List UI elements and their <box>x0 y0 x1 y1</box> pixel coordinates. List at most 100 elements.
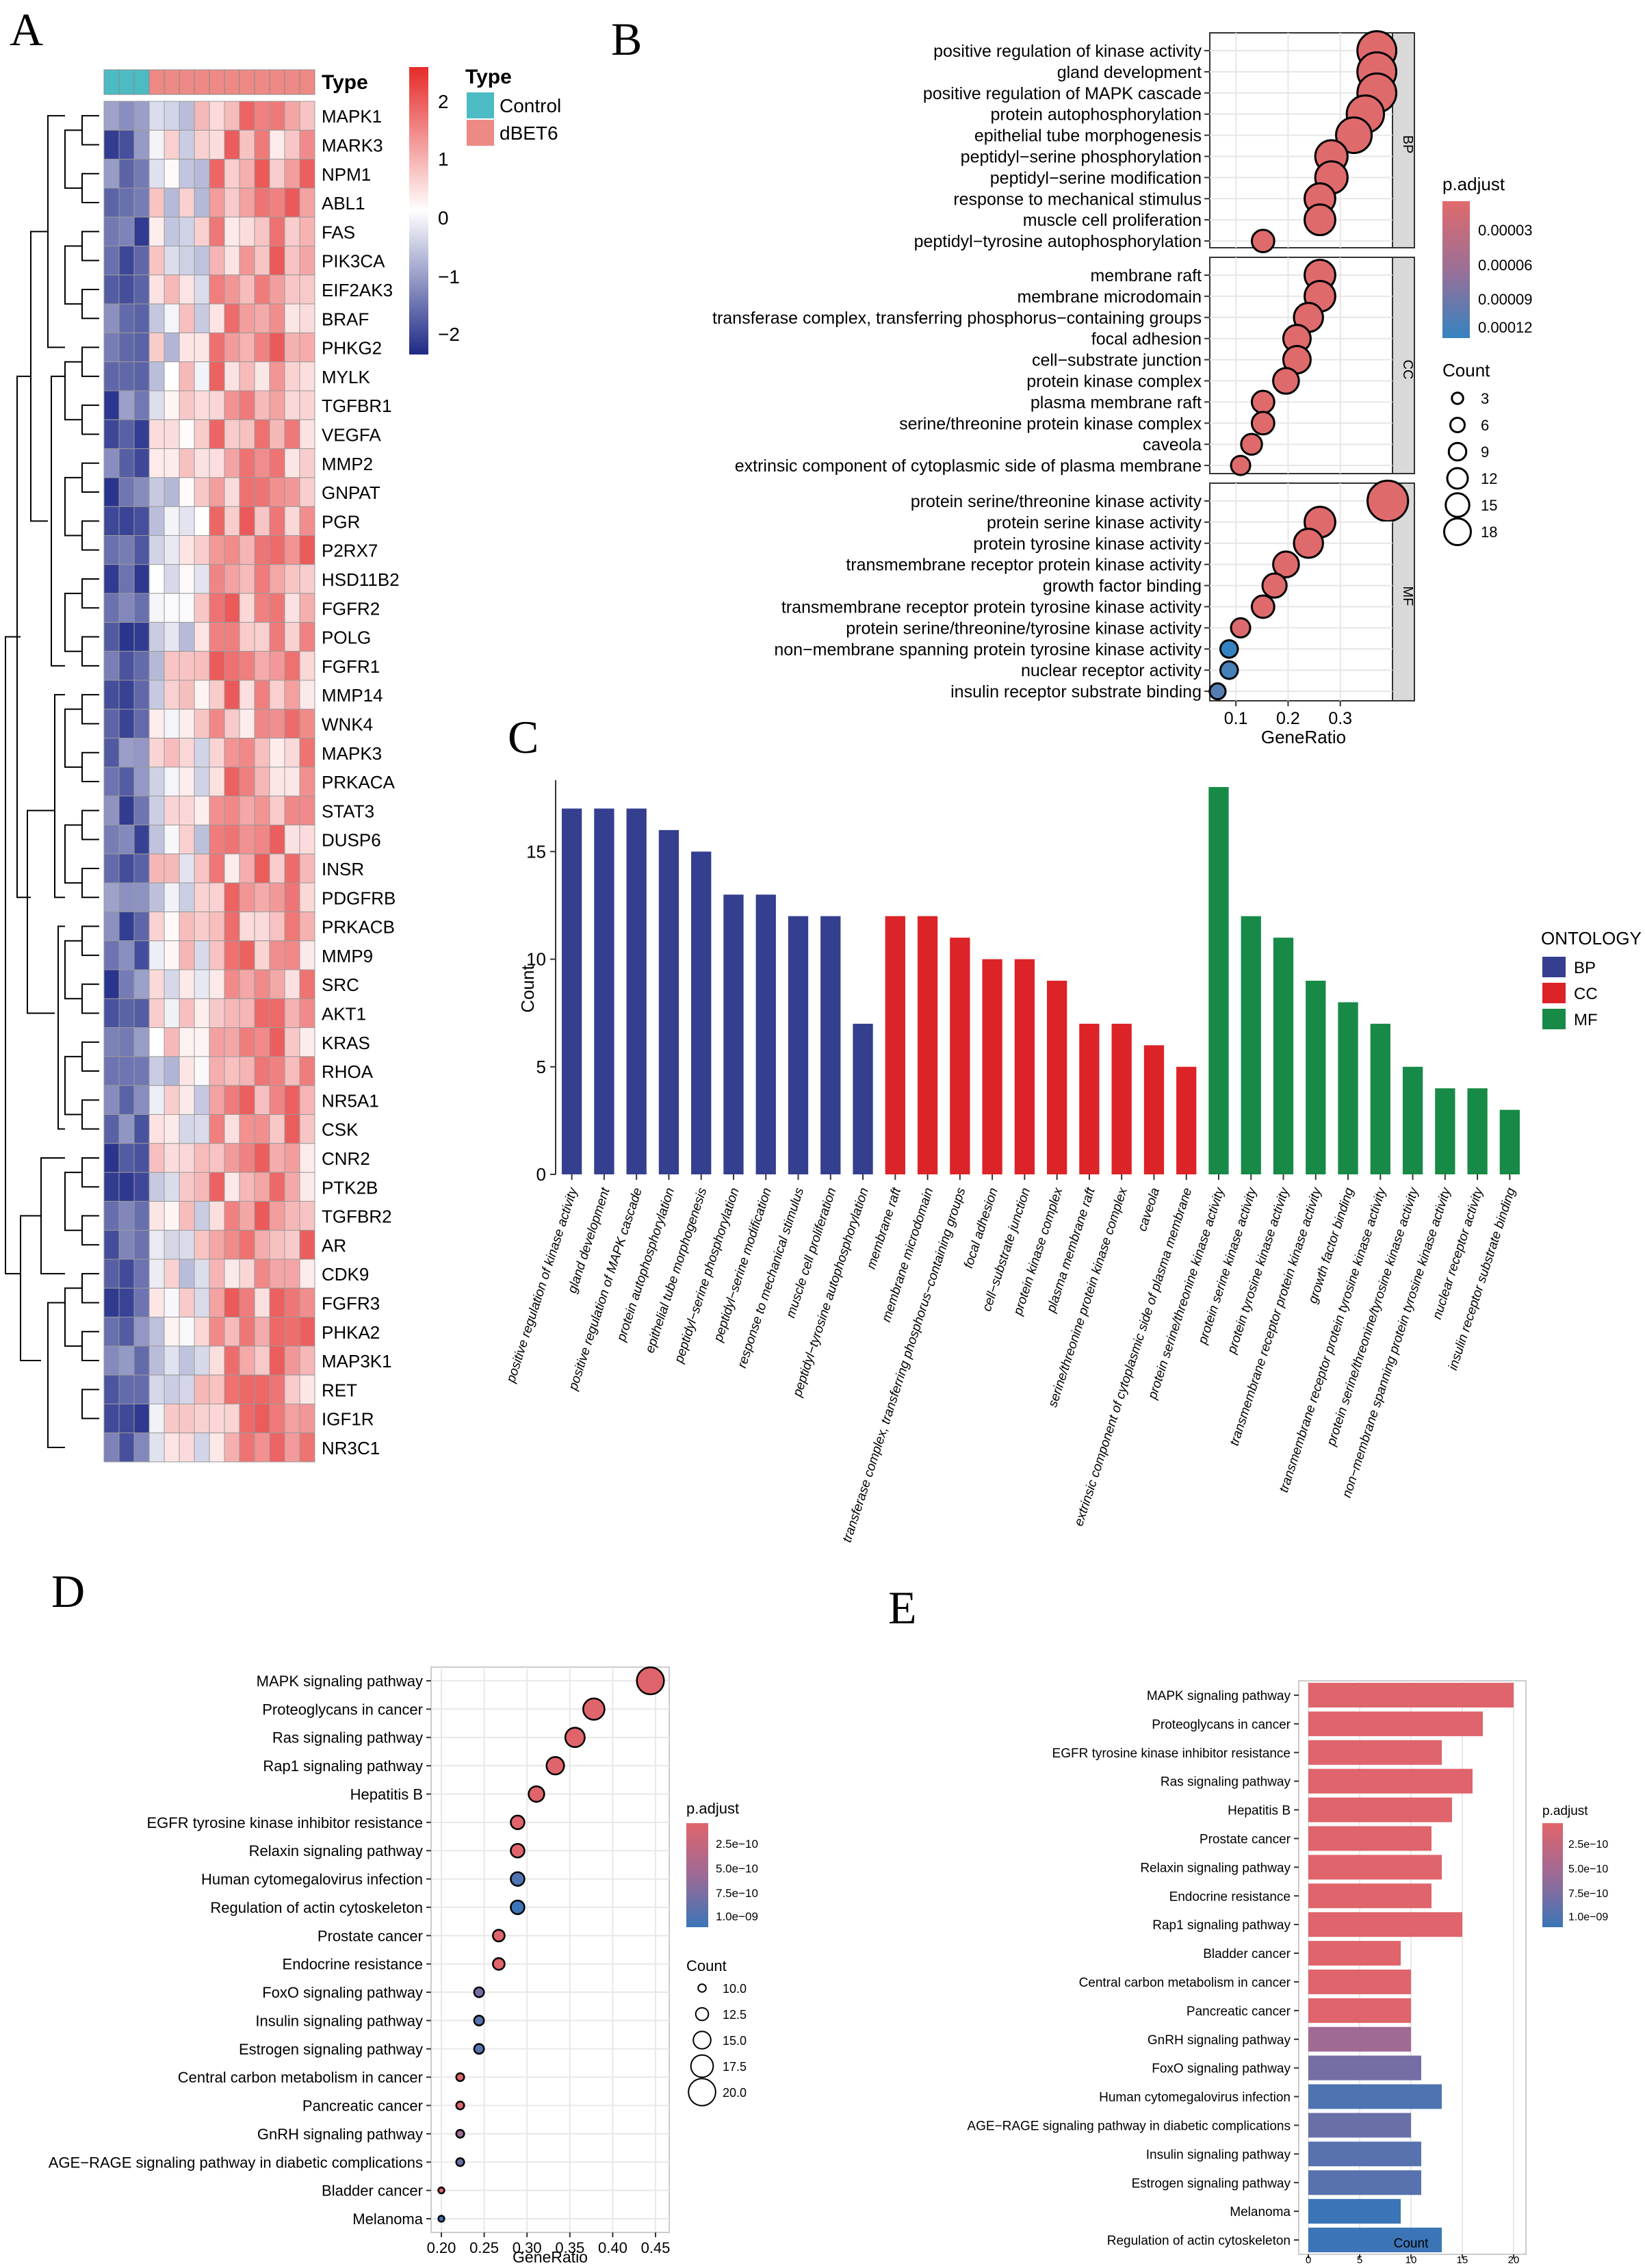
heatmap-cell <box>179 564 195 594</box>
gene-label: RHOA <box>322 1061 374 1082</box>
color-legend-label: 7.5e−10 <box>1568 1888 1608 1900</box>
category-label: membrane raft <box>864 1185 904 1271</box>
heatmap-cell <box>103 1287 120 1318</box>
gene-label: FGFR1 <box>322 656 380 677</box>
heatmap-cell <box>179 1114 195 1144</box>
heatmap-cell <box>299 1200 315 1231</box>
term-label: plasma membrane raft <box>1031 393 1202 412</box>
type-cell <box>194 69 210 95</box>
gene-label: BRAF <box>322 309 369 329</box>
category-label: Insulin signaling pathway <box>1146 2148 1291 2162</box>
heatmap-cell <box>133 101 150 131</box>
term-dot <box>582 1697 606 1721</box>
dendrogram-branch <box>81 231 99 261</box>
heatmap-cell <box>164 1259 180 1289</box>
gene-label: EIF2AK3 <box>322 280 393 300</box>
bar-mf <box>1435 1088 1455 1174</box>
x-tick-label: 0.1 <box>1224 709 1248 728</box>
category-label: EGFR tyrosine kinase inhibitor resistanc… <box>1052 1747 1291 1761</box>
heatmap-cell <box>103 390 120 420</box>
heatmap-cell <box>224 1345 240 1376</box>
heatmap-cell <box>148 390 165 420</box>
heatmap-cell <box>118 940 135 970</box>
bar-cc <box>950 938 970 1174</box>
heatmap-cell <box>299 332 315 363</box>
heatmap-cell <box>164 274 180 305</box>
y-tick-label: 0 <box>536 1164 546 1185</box>
heatmap-cell <box>133 680 150 710</box>
term-label: gland development <box>1057 63 1202 82</box>
heatmap-cell <box>254 188 270 218</box>
heatmap-cell <box>254 216 270 247</box>
heatmap-cell <box>254 332 270 363</box>
bar <box>1308 1740 1442 1765</box>
heatmap-cell <box>148 1259 165 1289</box>
heatmap-cell <box>269 998 285 1029</box>
size-legend-dot <box>1447 441 1468 462</box>
heatmap-cell <box>194 882 210 912</box>
heatmap-cell <box>103 680 120 710</box>
bar-bp <box>820 916 841 1174</box>
term-label: protein serine/threonine/tyrosine kinase… <box>846 619 1202 638</box>
heatmap-cell <box>299 621 315 652</box>
heatmap-cell <box>148 246 165 276</box>
heatmap-cell <box>254 940 270 970</box>
heatmap-cell <box>194 593 210 623</box>
y-tick-label: 10 <box>526 949 546 970</box>
type-cell <box>254 69 270 95</box>
heatmap-cell <box>269 1259 285 1289</box>
heatmap-cell <box>224 1287 240 1318</box>
size-legend-label: 6 <box>1481 417 1489 434</box>
heatmap-cell <box>254 1085 270 1115</box>
heatmap-cell <box>194 651 210 681</box>
heatmap-cell <box>224 448 240 478</box>
heatmap-cell <box>239 506 255 537</box>
heatmap-cell <box>118 506 135 537</box>
dendrogram-branch <box>81 983 99 1014</box>
heatmap-cell <box>254 969 270 999</box>
term-dot <box>437 2186 445 2195</box>
heatmap-cell <box>224 621 240 652</box>
term-label: transmembrane receptor protein tyrosine … <box>781 598 1202 617</box>
term-label: MAPK signaling pathway <box>257 1673 423 1690</box>
heatmap-cell <box>239 361 255 391</box>
heatmap-cell <box>239 448 255 478</box>
heatmap-cell <box>194 535 210 565</box>
heatmap-cell <box>164 477 180 507</box>
heatmap-cell <box>269 1200 285 1231</box>
category-label: Proteoglycans in cancer <box>1152 1718 1291 1732</box>
heatmap-cell <box>148 1287 165 1318</box>
term-dot <box>437 2215 445 2223</box>
heatmap-cell <box>164 535 180 565</box>
heatmap-cell <box>103 825 120 855</box>
heatmap-cell <box>133 621 150 652</box>
heatmap-cell <box>118 361 135 391</box>
heatmap-cell <box>148 795 165 825</box>
heatmap-cell <box>148 1404 165 1434</box>
term-label: GnRH signaling pathway <box>257 2126 423 2143</box>
gene-label: STAT3 <box>322 801 374 821</box>
heatmap-cell <box>179 911 195 942</box>
heatmap-cell <box>148 825 165 855</box>
heatmap-cell <box>103 651 120 681</box>
facet-strip-label: MF <box>1400 587 1415 606</box>
heatmap-cell <box>299 1172 315 1202</box>
heatmap-cell <box>118 1027 135 1057</box>
heatmap-cell <box>269 390 285 420</box>
heatmap-cell <box>239 940 255 970</box>
term-label: muscle cell proliferation <box>1023 211 1202 230</box>
heatmap-cell <box>284 361 300 391</box>
heatmap-cell <box>239 593 255 623</box>
heatmap-cell <box>179 1085 195 1115</box>
heatmap-cell <box>164 795 180 825</box>
color-legend-title: p.adjust <box>686 1800 739 1817</box>
term-label: Endocrine resistance <box>283 1956 423 1973</box>
heatmap-cell <box>224 419 240 450</box>
gene-label: KRAS <box>322 1033 370 1053</box>
bar <box>1308 2228 1442 2253</box>
heatmap-cell <box>133 825 150 855</box>
size-legend-dot <box>1446 467 1469 490</box>
heatmap-cell <box>299 535 315 565</box>
heatmap-cell <box>164 940 180 970</box>
